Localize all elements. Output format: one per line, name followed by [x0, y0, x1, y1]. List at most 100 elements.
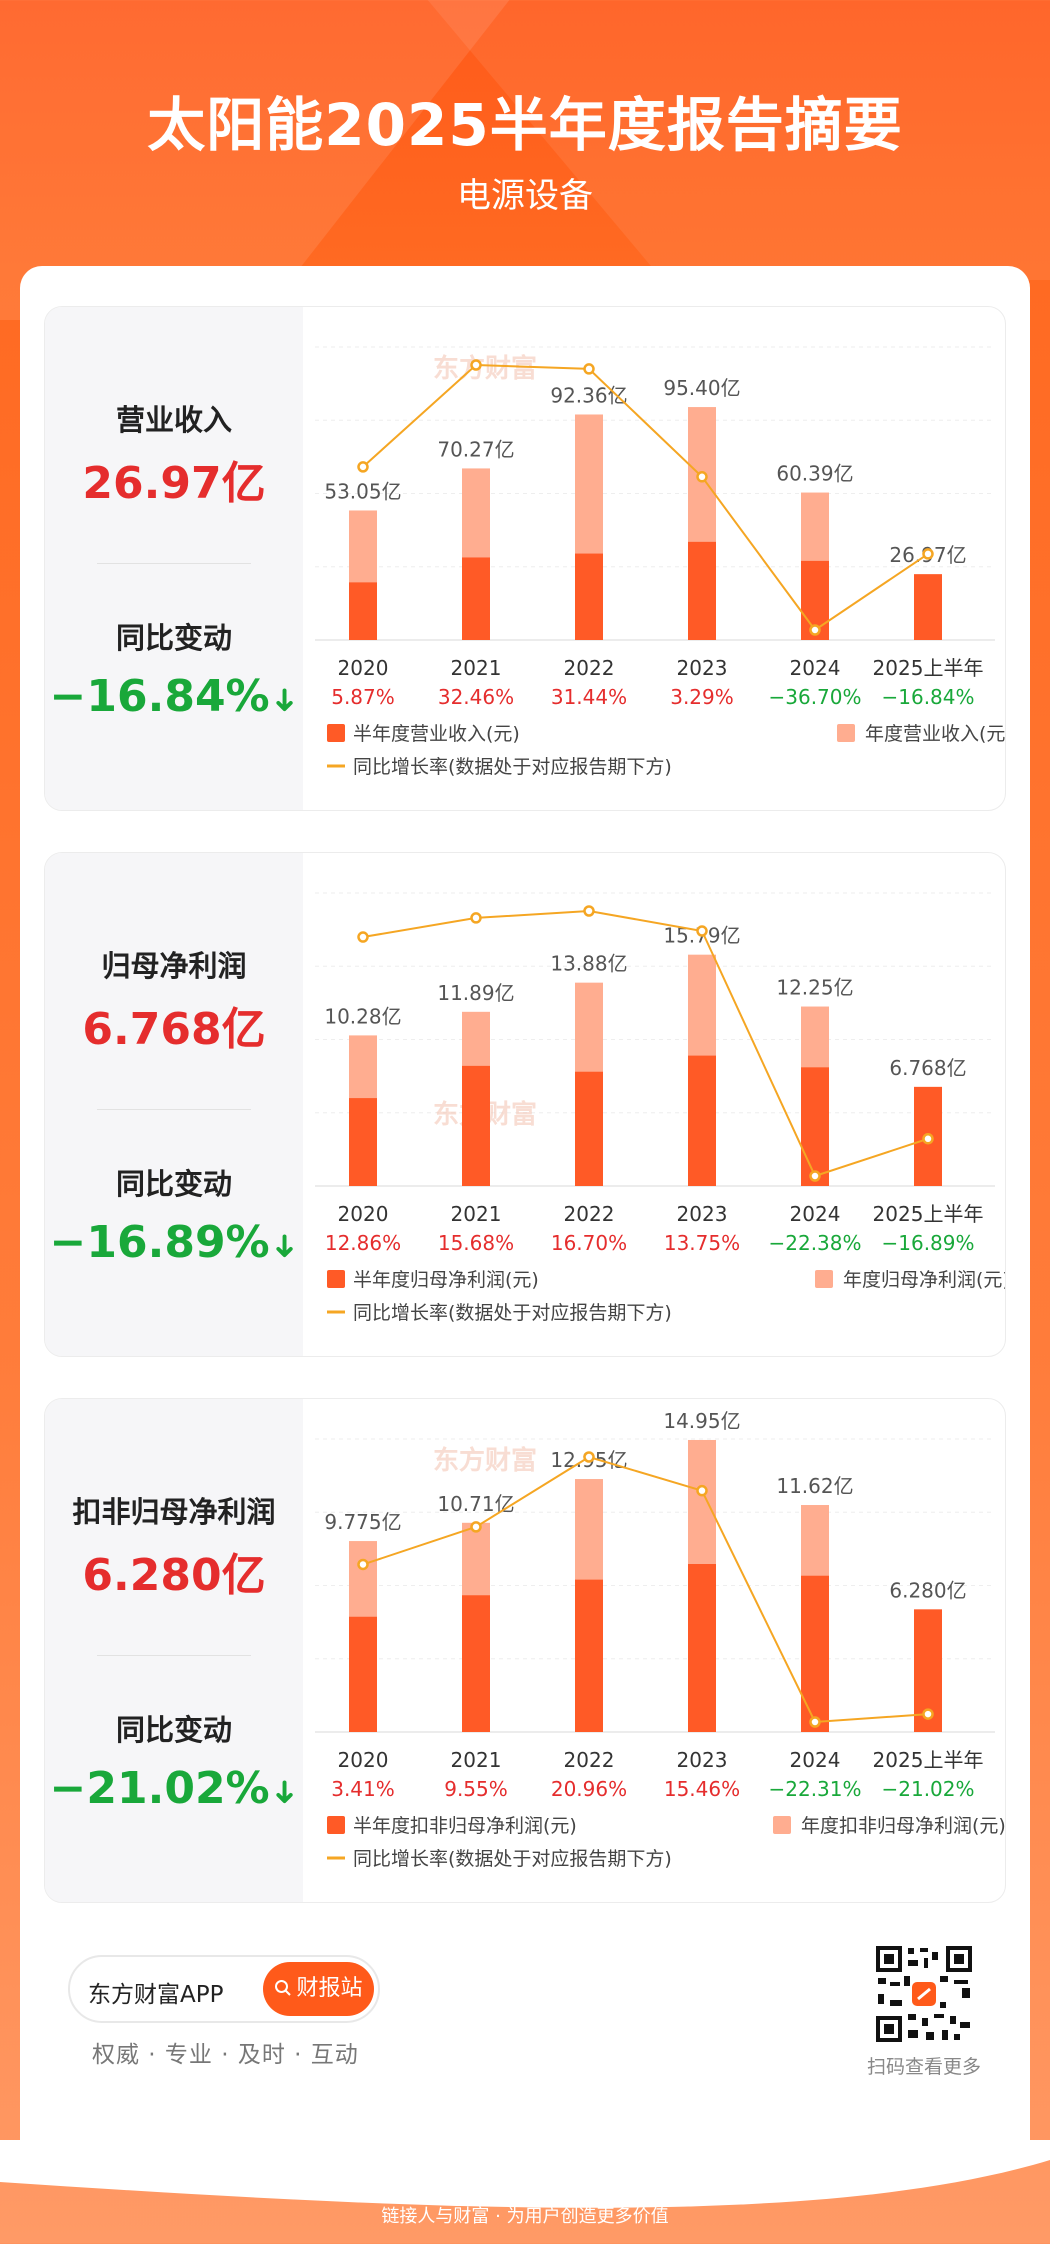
half-year-bar — [462, 557, 490, 640]
bar-value-label: 10.28亿 — [324, 1004, 401, 1028]
half-year-bar — [914, 574, 942, 640]
growth-point — [809, 1170, 821, 1182]
legend-half-label: 半年度扣非归母净利润(元) — [353, 1815, 577, 1837]
growth-rate-label: 12.86% — [325, 1231, 401, 1255]
half-year-bar — [349, 582, 377, 640]
x-tick-label: 2025上半年 — [873, 656, 984, 680]
legend-half-swatch — [327, 724, 345, 742]
bar-value-label: 6.280亿 — [889, 1578, 966, 1602]
kpi-column: 营业收入 26.97亿 同比变动 −16.84%➜ — [45, 307, 305, 810]
panel-net-profit: 归母净利润 6.768亿 同比变动 −16.89%➜ 东方财富10.28亿202… — [44, 852, 1006, 1357]
growth-point — [470, 359, 482, 371]
x-tick-label: 2023 — [677, 656, 728, 680]
kpi-divider — [97, 1655, 251, 1656]
growth-point — [357, 1558, 369, 1571]
growth-point — [357, 461, 369, 473]
growth-point — [809, 1716, 821, 1728]
down-arrow-icon: ➜ — [266, 686, 305, 714]
kpi-value: 6.280亿 — [82, 1550, 266, 1601]
change-value: −21.02%➜ — [45, 1763, 305, 1814]
growth-point — [583, 1451, 595, 1463]
x-tick-label: 2023 — [677, 1748, 728, 1772]
financial-report-label: 财报站 — [296, 1976, 363, 2001]
x-tick-label: 2024 — [790, 1748, 841, 1772]
watermark: 东方财富 — [433, 1445, 537, 1476]
growth-rate-label: −22.31% — [768, 1777, 861, 1801]
growth-point — [696, 925, 708, 937]
growth-rate-label: 32.46% — [438, 685, 514, 709]
kpi-label: 营业收入 — [115, 403, 232, 437]
legend-half-label: 半年度营业收入(元) — [353, 723, 520, 745]
legend-annual-label: 年度营业收入(元) — [865, 723, 1006, 745]
legend-half-label: 半年度归母净利润(元) — [353, 1269, 539, 1291]
growth-point — [357, 931, 369, 943]
kpi-column: 扣非归母净利润 6.280亿 同比变动 −21.02%➜ — [45, 1399, 305, 1902]
bar-value-label: 11.62亿 — [776, 1474, 853, 1498]
growth-rate-label: −36.70% — [768, 685, 861, 709]
net-profit-chart: 东方财富10.28亿202012.86%11.89亿202115.68%13.8… — [315, 892, 1005, 1324]
x-tick-label: 2024 — [790, 656, 841, 680]
bar-value-label: 53.05亿 — [324, 479, 401, 503]
growth-rate-label: −16.89% — [881, 1231, 974, 1255]
app-name: 东方财富APP — [88, 1982, 224, 2008]
legend-line-label: 同比增长率(数据处于对应报告期下方) — [353, 1302, 672, 1324]
growth-point — [583, 905, 595, 917]
kpi-label: 归母净利润 — [101, 949, 247, 983]
bar-value-label: 13.88亿 — [550, 952, 627, 976]
half-year-bar — [801, 1067, 829, 1186]
growth-rate-label: 3.29% — [670, 685, 734, 709]
bar-value-label: 11.89亿 — [437, 981, 514, 1005]
growth-rate-label: 16.70% — [551, 1231, 627, 1255]
bar-value-label: 10.71亿 — [437, 1492, 514, 1516]
half-year-bar — [349, 1098, 377, 1186]
bar-value-label: 70.27亿 — [437, 437, 514, 461]
financial-report-button[interactable]: 财报站 — [263, 1962, 374, 2016]
legend-annual-swatch — [837, 724, 855, 742]
growth-line — [362, 909, 929, 1178]
bar-value-label: 12.25亿 — [776, 976, 853, 1000]
growth-line — [362, 1455, 929, 1724]
kpi-divider — [97, 563, 251, 564]
app-search-pill[interactable]: 东方财富APP 财报站 — [68, 1955, 380, 2023]
growth-rate-label: 13.75% — [664, 1231, 740, 1255]
change-value: −16.84%➜ — [45, 671, 305, 722]
half-year-bar — [688, 541, 716, 640]
qr-code[interactable] — [874, 1944, 974, 2044]
change-value-text: −16.89% — [49, 1217, 270, 1268]
change-label: 同比变动 — [115, 1167, 232, 1201]
x-tick-label: 2025上半年 — [873, 1202, 984, 1226]
legend-annual-swatch — [773, 1816, 791, 1834]
page-subtitle: 电源设备 — [457, 176, 593, 216]
growth-point — [922, 1708, 934, 1720]
legend-line-label: 同比增长率(数据处于对应报告期下方) — [353, 1848, 672, 1870]
watermark: 东方财富 — [433, 353, 537, 384]
change-value-text: −16.84% — [49, 671, 270, 722]
x-tick-label: 2020 — [338, 1748, 389, 1772]
growth-point — [922, 548, 934, 560]
bar-value-label: 95.40亿 — [663, 376, 740, 400]
change-value-text: −21.02% — [49, 1763, 270, 1814]
change-label: 同比变动 — [115, 621, 232, 655]
growth-point — [696, 471, 708, 483]
bottom-tagline: 链接人与财富 · 为用户创造更多价值 — [381, 2206, 669, 2227]
legend-annual-label: 年度扣非归母净利润(元) — [801, 1815, 1006, 1837]
growth-point — [470, 1521, 482, 1533]
down-arrow-icon: ➜ — [266, 1778, 305, 1806]
deducted-net-profit-chart: 东方财富9.775亿20203.41%10.71亿20219.55%12.95亿… — [315, 1409, 1006, 1870]
growth-line — [362, 363, 929, 632]
half-year-bar — [349, 1616, 377, 1732]
bar-value-label: 9.775亿 — [324, 1510, 401, 1534]
half-year-bar — [575, 1071, 603, 1186]
growth-rate-label: 15.68% — [438, 1231, 514, 1255]
legend-half-swatch — [327, 1816, 345, 1834]
growth-rate-label: 9.55% — [444, 1777, 508, 1801]
growth-rate-label: 5.87% — [331, 685, 395, 709]
half-year-bar — [462, 1065, 490, 1186]
half-year-bar — [688, 1564, 716, 1732]
legend-line-label: 同比增长率(数据处于对应报告期下方) — [353, 756, 672, 778]
kpi-divider — [97, 1109, 251, 1110]
down-arrow-icon: ➜ — [266, 1232, 305, 1260]
change-label: 同比变动 — [115, 1713, 232, 1747]
revenue-chart: 东方财富 53.05亿 2020 5.87% 70.27亿 2021 32.46% 92.36… — [315, 346, 1006, 778]
growth-rate-label: 31.44% — [551, 685, 627, 709]
